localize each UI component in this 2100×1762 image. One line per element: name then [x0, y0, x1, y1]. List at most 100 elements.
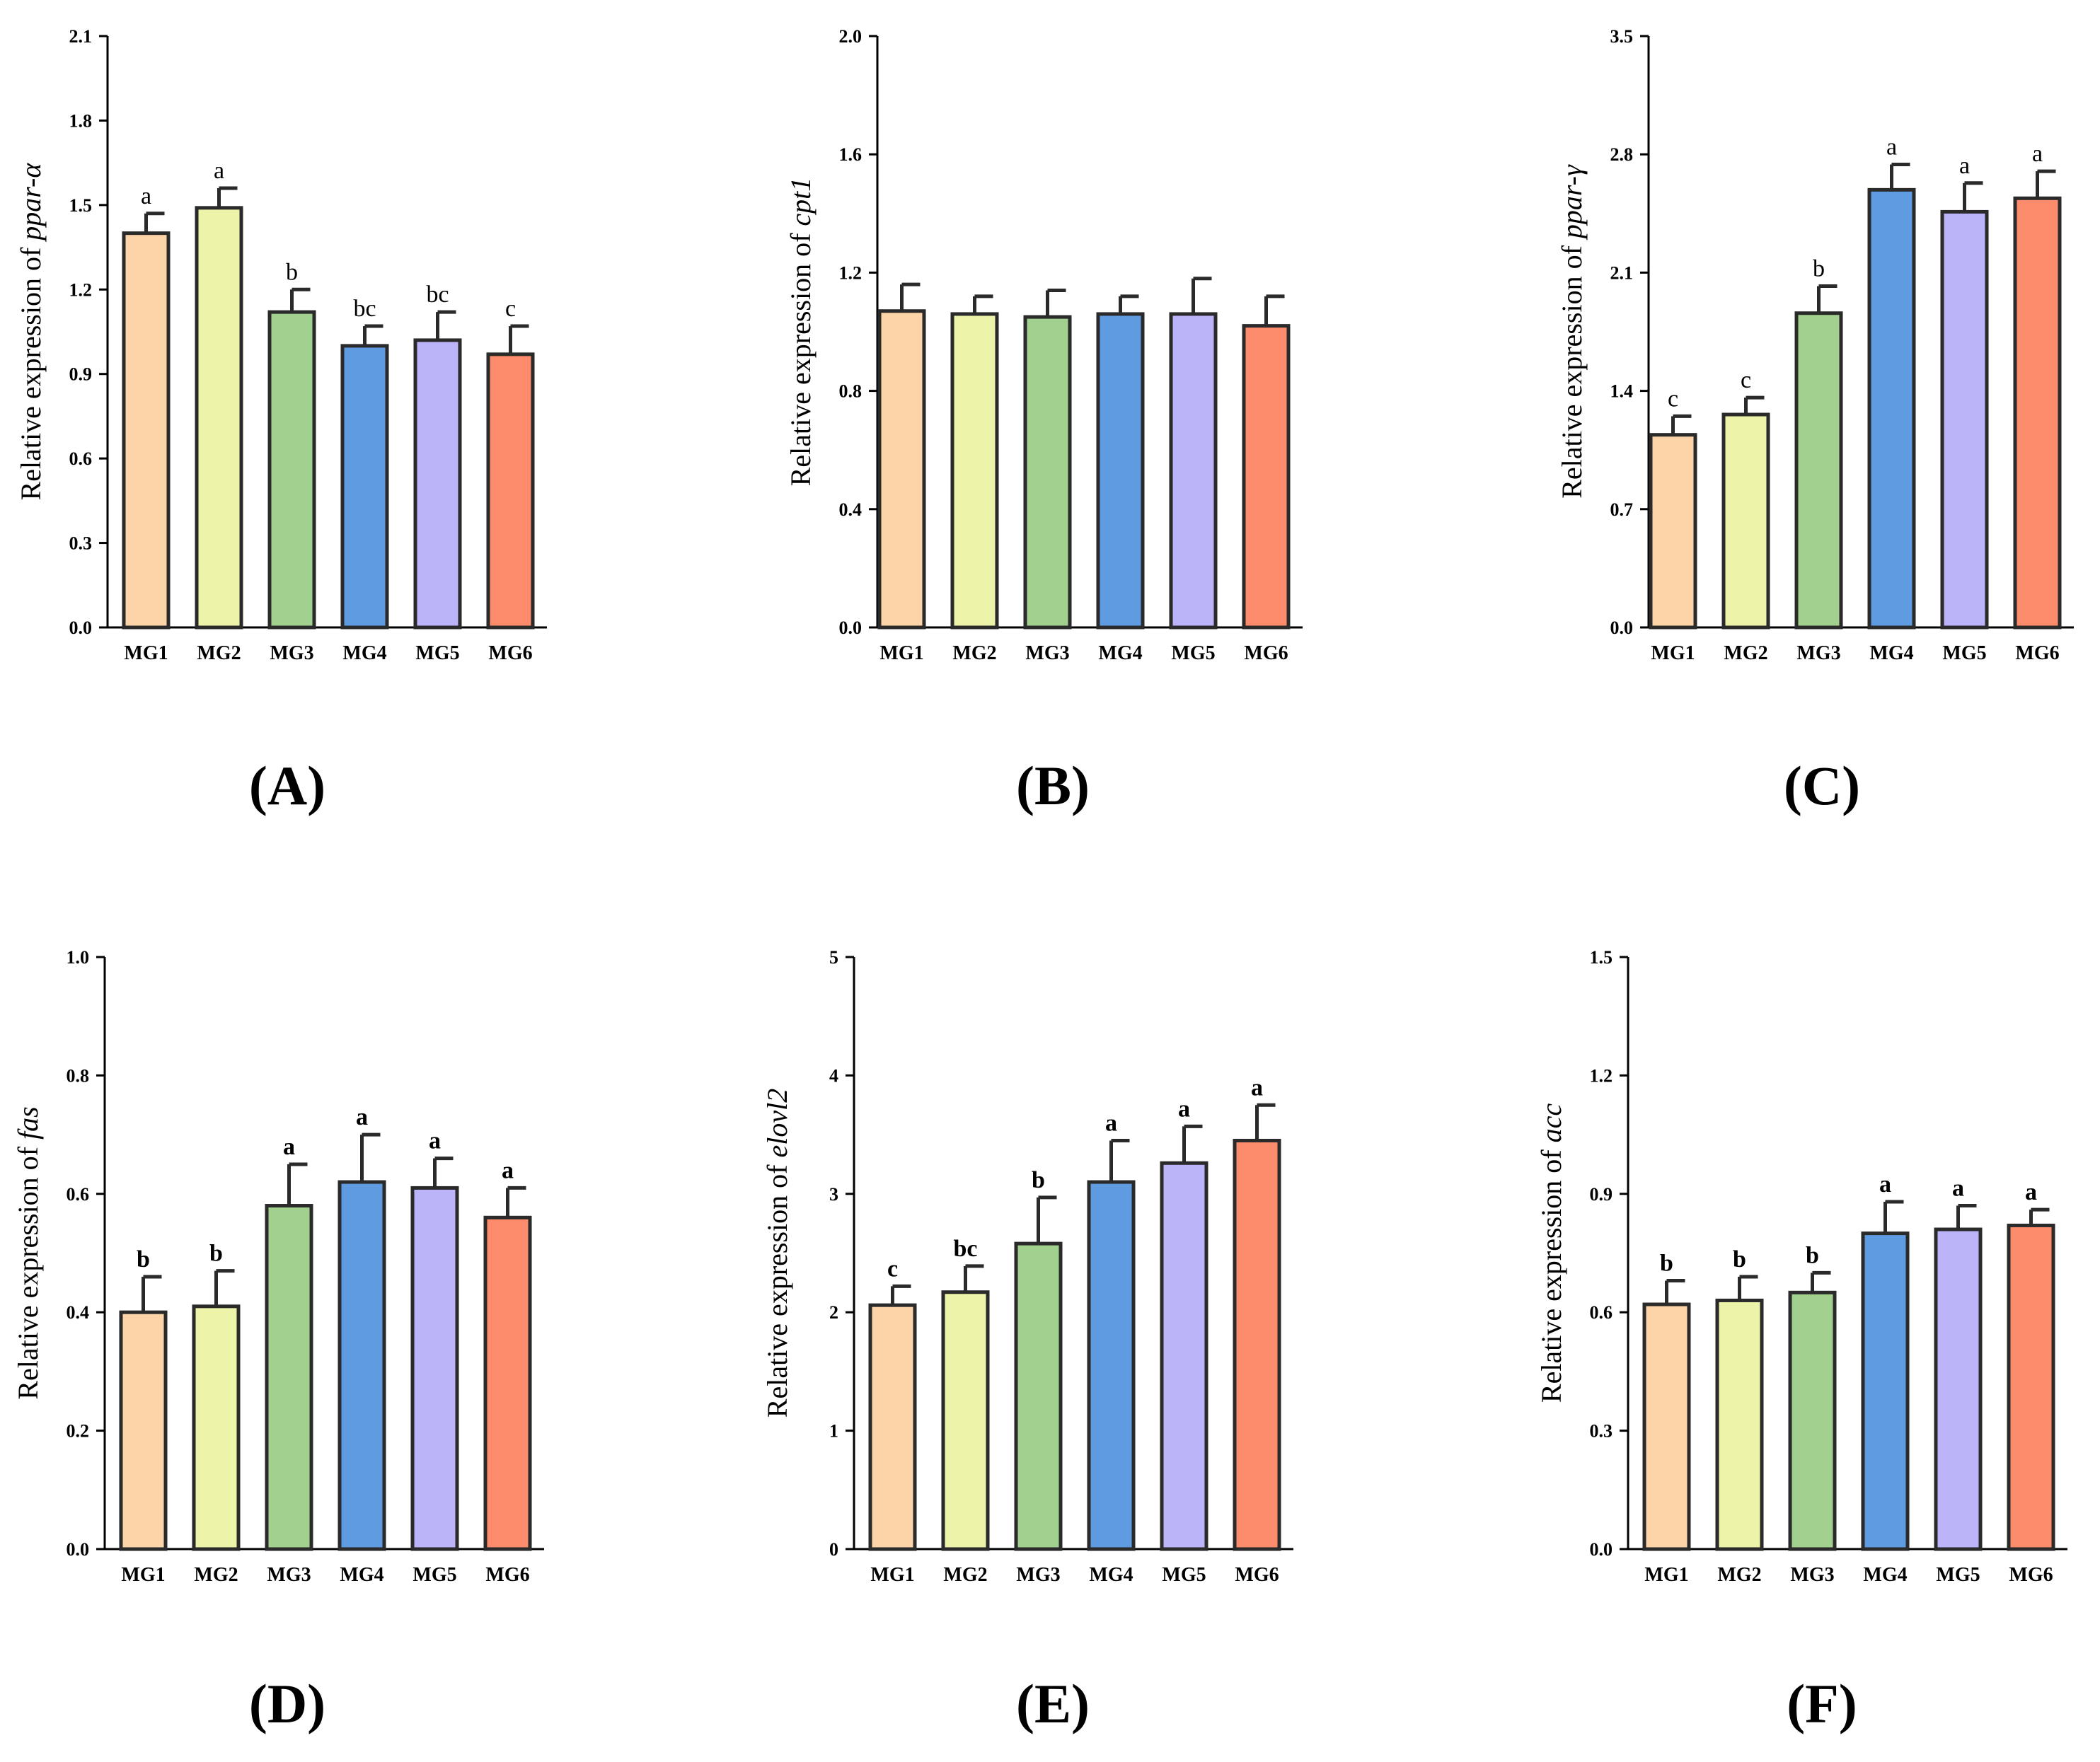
bar-mg1 — [1649, 433, 1697, 630]
y-tick-label: 1.2 — [839, 262, 862, 283]
x-tick-label: MG4 — [342, 642, 386, 664]
y-tick-label: 2 — [829, 1302, 838, 1323]
x-tick-label: MG6 — [1244, 642, 1288, 664]
y-tick-label: 2.1 — [1610, 262, 1634, 283]
bar-mg6 — [486, 352, 535, 630]
y-axis-label-gene: cpt1 — [785, 178, 817, 226]
significance-letter: a — [1879, 1171, 1891, 1198]
y-tick-label: 0.6 — [1590, 1302, 1613, 1323]
significance-letter: b — [1813, 256, 1825, 282]
bar-mg1 — [877, 309, 926, 630]
y-tick-label: 0.0 — [69, 618, 93, 638]
y-tick-label: 0.0 — [839, 618, 862, 638]
bar-mg3 — [265, 1204, 313, 1551]
bar-mg2 — [1715, 1298, 1764, 1551]
significance-letter: a — [283, 1134, 295, 1160]
y-tick-label: 0.2 — [67, 1421, 90, 1442]
bar-mg4 — [1087, 1180, 1136, 1551]
x-tick-label: MG3 — [1796, 642, 1840, 664]
bar-mg5 — [413, 338, 462, 630]
y-tick-label: 1.4 — [1610, 381, 1634, 402]
x-tick-label: MG3 — [1025, 642, 1069, 664]
significance-letter: b — [1032, 1167, 1045, 1193]
y-tick-label: 3 — [829, 1184, 838, 1205]
chart-panel-2: 0.0 0.4 0.8 1.2 1.6 2.0 Relative expression of… — [785, 26, 1303, 664]
bar-mg1 — [119, 1310, 168, 1551]
x-tick-label: MG4 — [340, 1564, 383, 1586]
bar-mg3 — [1023, 315, 1072, 630]
significance-letter: c — [1741, 367, 1751, 393]
bar-mg3 — [1794, 311, 1843, 630]
significance-letter: a — [1952, 1176, 1964, 1202]
significance-letter: b — [286, 259, 298, 285]
significance-letter: a — [1105, 1110, 1117, 1136]
bar-mg6 — [483, 1215, 532, 1551]
bar-mg4 — [340, 344, 389, 630]
x-tick-label: MG5 — [412, 1564, 456, 1586]
y-tick-label: 2.8 — [1610, 144, 1634, 165]
significance-letter: a — [2025, 1179, 2037, 1205]
y-axis-label-gene: ppar-α — [15, 163, 47, 243]
chart-panel-6: 0.0 0.3 0.6 0.9 1.2 1.5 Relative expression of… — [1535, 947, 2067, 1586]
y-tick-label: 0.8 — [67, 1065, 90, 1086]
significance-letter: b — [1660, 1251, 1673, 1277]
chart-panel-5: 0 1 2 3 4 5 Relative expression of elovl2 c MG1 b… — [761, 947, 1293, 1586]
y-axis-label: Relative expression of fas — [12, 1106, 44, 1399]
bar-mg1 — [122, 231, 171, 630]
x-tick-label: MG5 — [415, 642, 459, 664]
y-tick-label: 0.3 — [1590, 1421, 1613, 1442]
y-tick-label: 5 — [829, 947, 838, 968]
y-tick-label: 1.2 — [69, 279, 93, 300]
y-tick-label: 1.8 — [69, 110, 93, 131]
x-tick-label: MG4 — [1089, 1564, 1133, 1586]
panel-label-c: (C) — [1783, 755, 1861, 816]
y-axis-label-gene: acc — [1535, 1103, 1567, 1143]
bar-mg5 — [1169, 312, 1218, 630]
y-tick-label: 1.6 — [839, 144, 862, 165]
bar-mg3 — [1014, 1241, 1063, 1551]
significance-letter: bc — [353, 296, 376, 322]
significance-letter: a — [429, 1128, 441, 1154]
bar-mg4 — [338, 1180, 386, 1551]
x-tick-label: MG2 — [1724, 642, 1767, 664]
x-tick-label: MG5 — [1936, 1564, 1980, 1586]
panel-label-a: (A) — [248, 755, 326, 816]
y-axis-label: Relative expression of ppar-α — [15, 163, 47, 501]
y-axis-label-gene: fas — [12, 1106, 44, 1140]
y-axis-label-prefix: Relative expression of — [785, 226, 817, 487]
y-axis-label-prefix: Relative expression of — [761, 1158, 793, 1418]
bar-mg4 — [1867, 187, 1916, 630]
x-tick-label: MG4 — [1098, 642, 1142, 664]
y-axis-label: Relative expression of acc — [1535, 1103, 1567, 1403]
bar-mg5 — [1160, 1161, 1208, 1551]
x-tick-label: MG1 — [879, 642, 923, 664]
y-tick-label: 1.5 — [1590, 947, 1613, 968]
y-tick-label: 1.2 — [1590, 1065, 1613, 1086]
y-tick-label: 0.4 — [67, 1302, 90, 1323]
x-tick-label: MG2 — [197, 642, 241, 664]
y-axis-label: Relative expression of ppar-γ — [1556, 164, 1588, 499]
bar-mg5 — [1940, 209, 1989, 630]
x-tick-label: MG5 — [1171, 642, 1215, 664]
x-tick-label: MG4 — [1869, 642, 1913, 664]
bar-mg6 — [2007, 1223, 2055, 1551]
x-tick-label: MG5 — [1942, 642, 1986, 664]
significance-letter: a — [1251, 1074, 1263, 1101]
bar-mg2 — [192, 1304, 241, 1551]
y-tick-label: 0.6 — [69, 448, 93, 469]
y-tick-label: 0.0 — [67, 1539, 90, 1560]
significance-letter: a — [1886, 134, 1897, 161]
x-tick-label: MG3 — [1790, 1564, 1834, 1586]
x-tick-label: MG5 — [1162, 1564, 1206, 1586]
bar-mg6 — [1242, 324, 1291, 630]
x-tick-label: MG2 — [943, 1564, 987, 1586]
y-axis-label-prefix: Relative expression of — [1535, 1142, 1567, 1403]
significance-letter: b — [209, 1241, 223, 1267]
significance-letter: a — [2032, 141, 2043, 167]
bar-mg6 — [1233, 1138, 1281, 1551]
significance-letter: b — [1733, 1246, 1746, 1273]
y-axis-label: Relative expression of elovl2 — [761, 1089, 793, 1418]
bar-mg3 — [267, 310, 316, 630]
y-tick-label: 1.5 — [69, 195, 93, 216]
